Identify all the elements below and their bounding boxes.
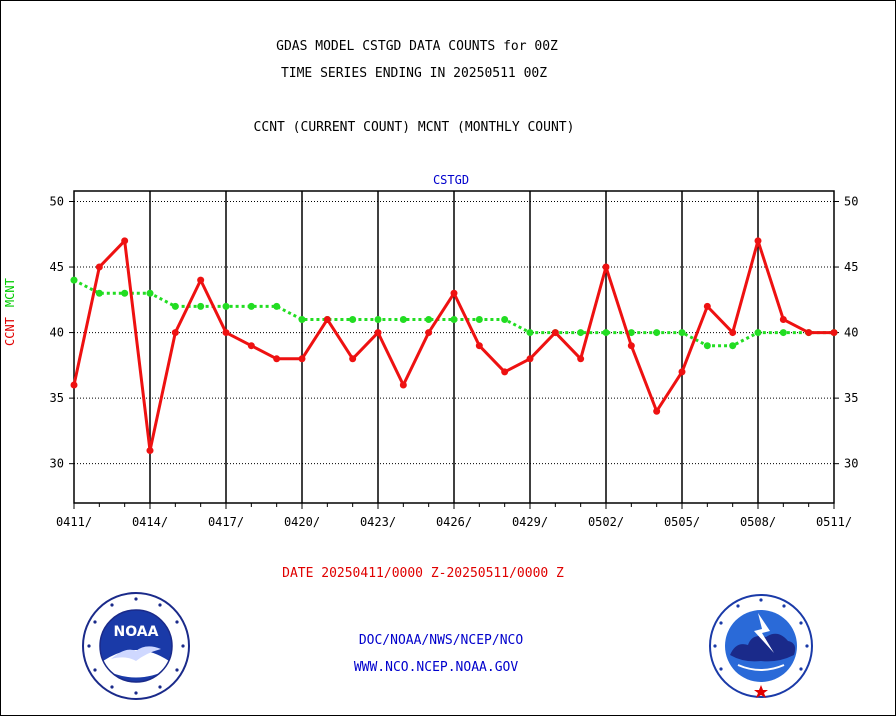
data-point-mcnt <box>349 315 357 323</box>
data-point-mcnt <box>399 315 407 323</box>
y-tick-label-right: 30 <box>844 457 858 471</box>
data-point-mcnt <box>754 329 762 337</box>
data-point-ccnt <box>298 355 306 363</box>
data-point-ccnt <box>653 407 661 415</box>
x-tick-label: 0417/ <box>208 515 244 529</box>
panel-label: CSTGD <box>432 173 470 187</box>
credit-line-website: WWW.NCO.NCEP.NOAA.GOV <box>353 660 519 675</box>
data-point-ccnt <box>754 237 762 245</box>
x-tick-label: 0426/ <box>436 515 472 529</box>
data-point-mcnt <box>779 329 787 337</box>
data-point-mcnt <box>450 315 458 323</box>
data-point-ccnt <box>121 237 129 245</box>
data-point-mcnt <box>70 276 78 284</box>
data-point-ccnt <box>425 329 433 337</box>
data-point-ccnt <box>95 263 103 271</box>
data-point-mcnt <box>298 315 306 323</box>
y-tick-label-left: 50 <box>50 194 64 208</box>
data-point-ccnt <box>729 329 737 337</box>
data-point-ccnt <box>349 355 357 363</box>
y-tick-label-left: 45 <box>50 260 64 274</box>
data-point-ccnt <box>197 276 205 284</box>
data-point-ccnt <box>526 355 534 363</box>
data-point-mcnt <box>526 329 534 337</box>
credit-line-agency: DOC/NOAA/NWS/NCEP/NCO <box>358 633 524 648</box>
data-point-mcnt <box>602 329 610 337</box>
data-point-mcnt <box>95 289 103 297</box>
y-tick-label-right: 45 <box>844 260 858 274</box>
y-tick-label-left: 35 <box>50 391 64 405</box>
x-tick-label: 0420/ <box>284 515 320 529</box>
x-tick-label: 0511/ <box>816 515 852 529</box>
data-point-ccnt <box>501 368 509 376</box>
data-point-ccnt <box>374 329 382 337</box>
noaa-logo: NOAA <box>82 592 190 700</box>
svg-text:NOAA: NOAA <box>114 624 159 640</box>
x-tick-label: 0505/ <box>664 515 700 529</box>
data-point-mcnt <box>222 302 230 310</box>
x-tick-label: 0502/ <box>588 515 624 529</box>
data-point-mcnt <box>577 329 585 337</box>
data-point-mcnt <box>146 289 154 297</box>
data-point-ccnt <box>399 381 407 389</box>
data-point-mcnt <box>171 302 179 310</box>
chart-plot: 30 30 35 35 40 40 45 45 50 50 0411/0414/0417/0420/… <box>50 190 858 529</box>
x-tick-label: 0429/ <box>512 515 548 529</box>
data-point-mcnt <box>653 329 661 337</box>
data-point-ccnt <box>475 342 483 350</box>
data-point-ccnt <box>830 329 838 337</box>
data-point-mcnt <box>247 302 255 310</box>
data-point-mcnt <box>501 315 509 323</box>
x-tick-label: 0414/ <box>132 515 168 529</box>
chart-title-line2: TIME SERIES ENDING IN 20250511 00Z <box>280 66 548 81</box>
data-point-ccnt <box>703 302 711 310</box>
data-point-mcnt <box>197 302 205 310</box>
data-point-mcnt <box>374 315 382 323</box>
data-point-mcnt <box>703 342 711 350</box>
data-point-mcnt <box>273 302 281 310</box>
data-point-ccnt <box>577 355 585 363</box>
x-tick-label: 0411/ <box>56 515 92 529</box>
y-tick-label-right: 50 <box>844 194 858 208</box>
y-tick-label-left: 30 <box>50 457 64 471</box>
y-tick-label-left: 40 <box>50 326 64 340</box>
chart-subtitle: CCNT (CURRENT COUNT) MCNT (MONTHLY COUNT… <box>253 120 575 135</box>
data-point-ccnt <box>273 355 281 363</box>
national-weather-service-logo <box>709 594 813 698</box>
data-point-mcnt <box>425 315 433 323</box>
x-tick-label: 0423/ <box>360 515 396 529</box>
date-range-label: DATE 20250411/0000 Z-20250511/0000 Z <box>282 566 564 581</box>
data-point-mcnt <box>121 289 129 297</box>
data-point-ccnt <box>146 447 154 455</box>
chart-title: GDAS MODEL CSTGD DATA COUNTS for 00Z <box>276 39 558 54</box>
y-tick-label-right: 35 <box>844 391 858 405</box>
data-point-mcnt <box>729 342 737 350</box>
data-point-ccnt <box>323 315 331 323</box>
data-point-mcnt <box>678 329 686 337</box>
y-tick-label-right: 40 <box>844 326 858 340</box>
data-point-ccnt <box>627 342 635 350</box>
data-point-ccnt <box>247 342 255 350</box>
data-point-ccnt <box>70 381 78 389</box>
data-point-ccnt <box>678 368 686 376</box>
data-point-ccnt <box>171 329 179 337</box>
data-point-mcnt <box>627 329 635 337</box>
data-point-ccnt <box>450 289 458 297</box>
x-tick-label: 0508/ <box>740 515 776 529</box>
data-point-mcnt <box>475 315 483 323</box>
data-point-ccnt <box>805 329 813 337</box>
data-point-ccnt <box>551 329 559 337</box>
data-point-ccnt <box>602 263 610 271</box>
data-point-ccnt <box>222 329 230 337</box>
data-point-ccnt <box>779 315 787 323</box>
